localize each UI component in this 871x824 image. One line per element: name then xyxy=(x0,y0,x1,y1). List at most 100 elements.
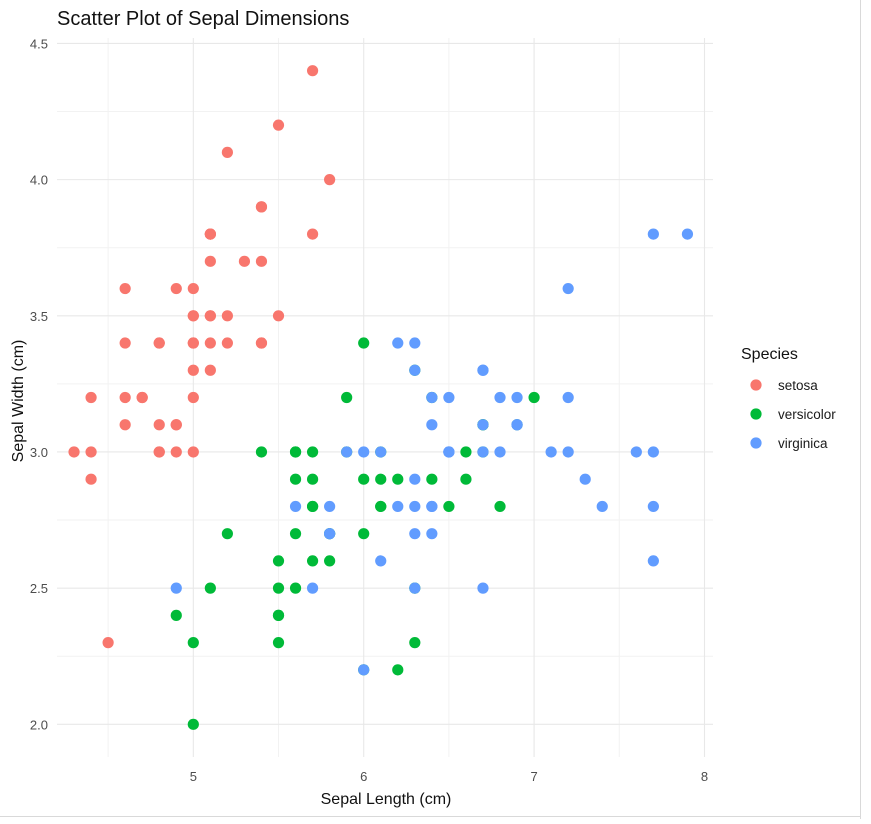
versicolor-point xyxy=(494,500,506,513)
x-axis-label: Sepal Length (cm) xyxy=(321,791,452,808)
y-tick-labels: 2.0 2.5 3.0 3.5 4.0 4.5 xyxy=(30,36,48,732)
virginica-point xyxy=(596,500,608,513)
setosa-point xyxy=(68,446,80,458)
setosa-point xyxy=(324,174,336,186)
chart-title: Scatter Plot of Sepal Dimensions xyxy=(57,8,349,30)
versicolor-point xyxy=(255,446,268,458)
setosa-point xyxy=(136,391,148,404)
virginica-point xyxy=(375,555,387,567)
virginica-point xyxy=(392,500,404,513)
versicolor-point xyxy=(289,582,302,594)
setosa-point xyxy=(306,228,319,240)
x-tick-labels: 5 6 7 8 xyxy=(190,769,708,784)
panel-border-bottom xyxy=(0,816,861,817)
versicolor-point xyxy=(460,446,472,458)
versicolor-point xyxy=(460,473,472,485)
virginica-point xyxy=(647,500,659,513)
setosa-point xyxy=(119,391,131,404)
setosa-point xyxy=(238,255,251,267)
virginica-point xyxy=(443,446,455,458)
versicolor-point xyxy=(426,473,438,485)
x-tick-label: 5 xyxy=(190,769,197,784)
legend-label-setosa: setosa xyxy=(778,378,818,393)
versicolor-point xyxy=(392,473,404,485)
virginica-point xyxy=(494,391,506,404)
versicolor-point xyxy=(221,528,233,540)
virginica-point xyxy=(409,337,421,349)
legend-key-versicolor xyxy=(750,408,762,420)
setosa-point xyxy=(187,310,199,322)
virginica-point xyxy=(409,364,421,376)
setosa-point xyxy=(255,337,268,349)
y-tick-label: 4.0 xyxy=(30,173,48,188)
setosa-point xyxy=(204,364,216,376)
virginica-point xyxy=(306,582,319,594)
setosa-point xyxy=(272,310,285,322)
virginica-point xyxy=(409,473,421,485)
versicolor-point xyxy=(187,718,199,730)
legend-key-virginica xyxy=(750,437,762,449)
y-axis-label: Sepal Width (cm) xyxy=(10,340,27,463)
versicolor-point xyxy=(272,609,285,621)
versicolor-point xyxy=(358,528,370,540)
virginica-point xyxy=(426,500,438,513)
major-gridlines xyxy=(57,38,713,757)
virginica-point xyxy=(375,446,387,458)
virginica-point xyxy=(324,528,336,540)
versicolor-point xyxy=(392,664,404,676)
virginica-point xyxy=(562,282,574,295)
setosa-point xyxy=(170,446,182,458)
x-tick-label: 7 xyxy=(530,769,537,784)
versicolor-point xyxy=(170,609,182,621)
setosa-point xyxy=(187,446,199,458)
setosa-point xyxy=(170,419,182,431)
virginica-point xyxy=(647,555,659,567)
setosa-point xyxy=(221,337,233,349)
versicolor-point xyxy=(375,473,387,485)
setosa-point xyxy=(170,282,182,295)
versicolor-point xyxy=(187,637,199,649)
virginica-point xyxy=(409,582,421,594)
versicolor-point xyxy=(289,473,302,485)
versicolor-point xyxy=(528,391,540,404)
x-tick-label: 8 xyxy=(701,769,708,784)
virginica-point xyxy=(477,364,489,376)
setosa-point xyxy=(187,364,199,376)
virginica-point xyxy=(426,419,438,431)
legend-label-versicolor: versicolor xyxy=(778,407,836,422)
setosa-point xyxy=(221,146,233,158)
virginica-point xyxy=(681,228,694,240)
versicolor-point xyxy=(443,500,455,513)
virginica-point xyxy=(409,500,421,513)
virginica-point xyxy=(647,228,659,240)
setosa-point xyxy=(272,119,285,131)
setosa-point xyxy=(221,310,233,322)
versicolor-point xyxy=(272,582,285,594)
virginica-point xyxy=(341,446,353,458)
versicolor-point xyxy=(409,637,421,649)
virginica-point xyxy=(630,446,642,458)
virginica-point xyxy=(426,528,438,540)
virginica-point xyxy=(170,582,182,594)
versicolor-point xyxy=(306,555,319,567)
y-tick-label: 2.0 xyxy=(30,717,48,732)
versicolor-point xyxy=(341,391,353,404)
versicolor-point xyxy=(204,582,216,594)
panel-border-right xyxy=(860,0,861,819)
x-tick-label: 6 xyxy=(360,769,367,784)
virginica-point xyxy=(289,500,302,513)
setosa-point xyxy=(119,282,131,295)
setosa-point xyxy=(204,255,216,267)
legend-key-setosa xyxy=(750,379,762,391)
setosa-point xyxy=(153,337,165,349)
virginica-point xyxy=(358,446,370,458)
y-tick-label: 2.5 xyxy=(30,581,48,596)
versicolor-point xyxy=(324,555,336,567)
versicolor-point xyxy=(272,637,285,649)
versicolor-point xyxy=(358,473,370,485)
virginica-point xyxy=(477,582,489,594)
versicolor-point xyxy=(289,446,302,458)
setosa-point xyxy=(85,446,97,458)
setosa-point xyxy=(255,255,268,267)
